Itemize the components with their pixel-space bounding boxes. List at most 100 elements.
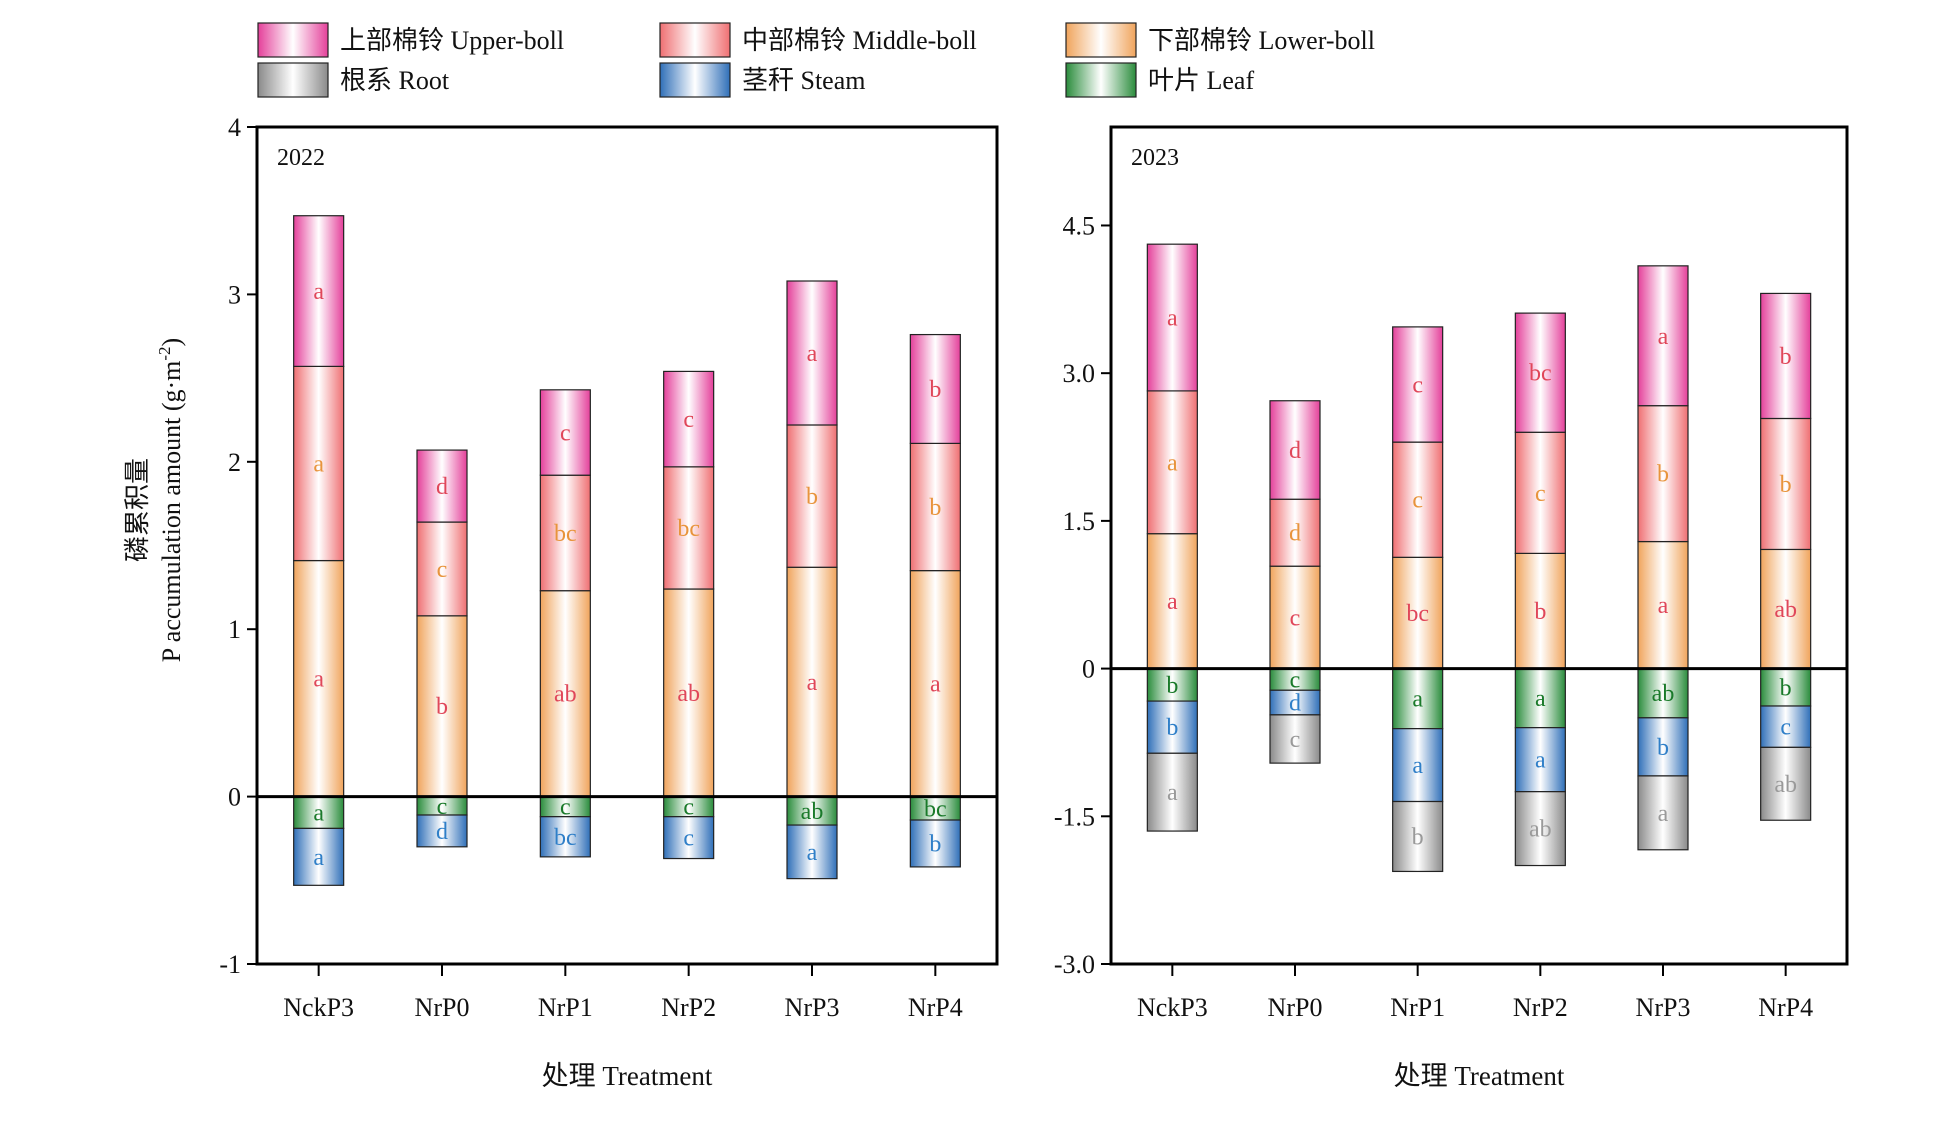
sig-letter-2022-NrP4-lower: a <box>930 672 941 698</box>
legend-item-leaf: 叶片 Leaf <box>1066 63 1254 97</box>
sig-letter-2023-NrP4-upper: b <box>1780 344 1792 370</box>
legend-item-root: 根系 Root <box>258 63 450 97</box>
sig-letter-2023-NckP3-root: a <box>1167 780 1178 806</box>
x-axis-title: 处理 Treatment <box>1394 1061 1565 1091</box>
x-tick-label-NrP3: NrP3 <box>1636 993 1691 1022</box>
legend: 上部棉铃 Upper-boll 中部棉铃 Middle-boll 下部棉铃 Lowe… <box>258 23 1375 97</box>
sig-letter-2023-NrP4-root: ab <box>1774 772 1797 798</box>
sig-letter-2023-NrP2-root: ab <box>1529 817 1552 843</box>
sig-letter-2022-NrP4-stem: b <box>929 831 941 857</box>
sig-letter-2022-NrP4-upper: b <box>929 377 941 403</box>
x-tick-label-NrP3: NrP3 <box>785 993 840 1022</box>
chart-canvas: 上部棉铃 Upper-boll 中部棉铃 Middle-boll 下部棉铃 Lowe… <box>0 0 1939 1133</box>
y-tick-label: 2 <box>228 448 241 477</box>
legend-swatch-stem <box>660 63 730 97</box>
panel-year-label: 2022 <box>277 145 325 171</box>
sig-letter-2023-NrP1-root: b <box>1412 824 1424 850</box>
sig-letter-2022-NckP3-middle: a <box>313 451 324 477</box>
y-tick-label: -3.0 <box>1054 950 1095 979</box>
sig-letter-2022-NrP3-lower: a <box>807 670 818 696</box>
x-tick-label-NrP0: NrP0 <box>415 993 470 1022</box>
legend-label-root: 根系 Root <box>340 66 450 95</box>
sig-letter-2023-NckP3-stem: b <box>1166 715 1178 741</box>
sig-letter-2022-NckP3-upper: a <box>313 279 324 305</box>
sig-letter-2022-NrP3-upper: a <box>807 341 818 367</box>
legend-item-upper: 上部棉铃 Upper-boll <box>258 23 564 57</box>
chart-panel-2022: aaaaabcdcdabbcccbcabbccccabaabaabbbcb-10… <box>219 113 997 1091</box>
legend-label-stem: 茎秆 Steam <box>742 66 866 95</box>
sig-letter-2022-NrP2-stem: c <box>683 826 694 852</box>
panel-year-label: 2023 <box>1131 145 1179 171</box>
sig-letter-2023-NrP2-leaf: a <box>1535 686 1546 712</box>
legend-swatch-root <box>258 63 328 97</box>
sig-letter-2023-NckP3-leaf: b <box>1166 673 1178 699</box>
sig-letter-2022-NrP2-upper: c <box>683 407 694 433</box>
y-tick-label: 1.5 <box>1063 507 1096 536</box>
sig-letter-2022-NrP1-lower: ab <box>554 682 577 708</box>
sig-letter-2023-NrP4-middle: b <box>1780 472 1792 498</box>
sig-letter-2022-NckP3-lower: a <box>313 667 324 693</box>
sig-letter-2022-NrP2-lower: ab <box>677 681 700 707</box>
sig-letter-2023-NrP2-middle: c <box>1535 481 1546 507</box>
y-tick-label: -1 <box>219 950 241 979</box>
legend-item-lower: 下部棉铃 Lower-boll <box>1066 23 1375 57</box>
sig-letter-2022-NrP4-leaf: bc <box>924 796 947 822</box>
x-tick-label-NckP3: NckP3 <box>1137 993 1208 1022</box>
sig-letter-2023-NckP3-middle: a <box>1167 450 1178 476</box>
sig-letter-2023-NrP1-stem: a <box>1412 753 1423 779</box>
sig-letter-2023-NrP1-upper: c <box>1412 373 1423 399</box>
y-axis-title-cn: 磷累积量 <box>123 458 152 562</box>
sig-letter-2022-NrP1-middle: bc <box>554 521 577 547</box>
legend-swatch-middle <box>660 23 730 57</box>
sig-letter-2023-NrP3-lower: a <box>1658 593 1669 619</box>
sig-letter-2022-NrP0-middle: c <box>437 557 448 583</box>
y-tick-label: -1.5 <box>1054 802 1095 831</box>
sig-letter-2023-NrP1-leaf: a <box>1412 687 1423 713</box>
x-axis-title: 处理 Treatment <box>542 1061 713 1091</box>
sig-letter-2023-NrP3-leaf: ab <box>1652 681 1675 707</box>
y-axis-title: 磷累积量 P accumulation amount (g·m-2) <box>123 338 186 662</box>
sig-letter-2022-NrP1-upper: c <box>560 421 571 447</box>
sig-letter-2023-NrP1-middle: c <box>1412 488 1423 514</box>
y-tick-label: 4 <box>228 113 241 142</box>
sig-letter-2023-NrP0-lower: c <box>1290 605 1301 631</box>
plot-frame <box>1111 127 1847 964</box>
sig-letter-2023-NrP3-root: a <box>1658 801 1669 827</box>
sig-letter-2023-NrP4-leaf: b <box>1780 675 1792 701</box>
sig-letter-2023-NrP0-middle: d <box>1289 521 1301 547</box>
sig-letter-2022-NrP3-stem: a <box>807 840 818 866</box>
sig-letter-2022-NrP0-upper: d <box>436 474 448 500</box>
x-tick-label-NrP1: NrP1 <box>538 993 593 1022</box>
legend-swatch-lower <box>1066 23 1136 57</box>
sig-letter-2023-NckP3-lower: a <box>1167 589 1178 615</box>
y-tick-label: 3 <box>228 280 241 309</box>
y-tick-label: 0 <box>1082 655 1095 684</box>
x-tick-label-NrP4: NrP4 <box>1758 993 1813 1022</box>
chart-panel-2023: aaabbacddcdcbcccaabbcbcaaababaabbaabbbbc… <box>1054 127 1847 1091</box>
sig-letter-2023-NrP3-upper: a <box>1658 324 1669 350</box>
sig-letter-2023-NrP3-stem: b <box>1657 735 1669 761</box>
sig-letter-2022-NrP3-middle: b <box>806 484 818 510</box>
legend-item-stem: 茎秆 Steam <box>660 63 866 97</box>
legend-swatch-upper <box>258 23 328 57</box>
y-tick-label: 3.0 <box>1063 359 1096 388</box>
sig-letter-2023-NrP0-leaf: c <box>1290 667 1301 693</box>
y-tick-label: 0 <box>228 783 241 812</box>
plot-frame <box>257 127 997 964</box>
sig-letter-2022-NrP0-stem: d <box>436 819 448 845</box>
sig-letter-2022-NrP0-lower: b <box>436 694 448 720</box>
legend-item-middle: 中部棉铃 Middle-boll <box>660 23 977 57</box>
sig-letter-2023-NrP0-upper: d <box>1289 438 1301 464</box>
x-tick-label-NrP1: NrP1 <box>1390 993 1445 1022</box>
legend-label-lower: 下部棉铃 Lower-boll <box>1148 26 1375 55</box>
y-tick-label: 4.5 <box>1063 211 1096 240</box>
sig-letter-2023-NrP1-lower: bc <box>1406 601 1429 627</box>
x-tick-label-NrP2: NrP2 <box>1513 993 1568 1022</box>
sig-letter-2023-NrP0-stem: d <box>1289 691 1301 717</box>
sig-letter-2022-NrP3-leaf: ab <box>801 799 824 825</box>
sig-letter-2023-NrP0-root: c <box>1290 727 1301 753</box>
sig-letter-2022-NrP1-stem: bc <box>554 825 577 851</box>
sig-letter-2023-NrP3-middle: b <box>1657 462 1669 488</box>
sig-letter-2023-NrP2-upper: bc <box>1529 361 1552 387</box>
y-tick-label: 1 <box>228 615 241 644</box>
